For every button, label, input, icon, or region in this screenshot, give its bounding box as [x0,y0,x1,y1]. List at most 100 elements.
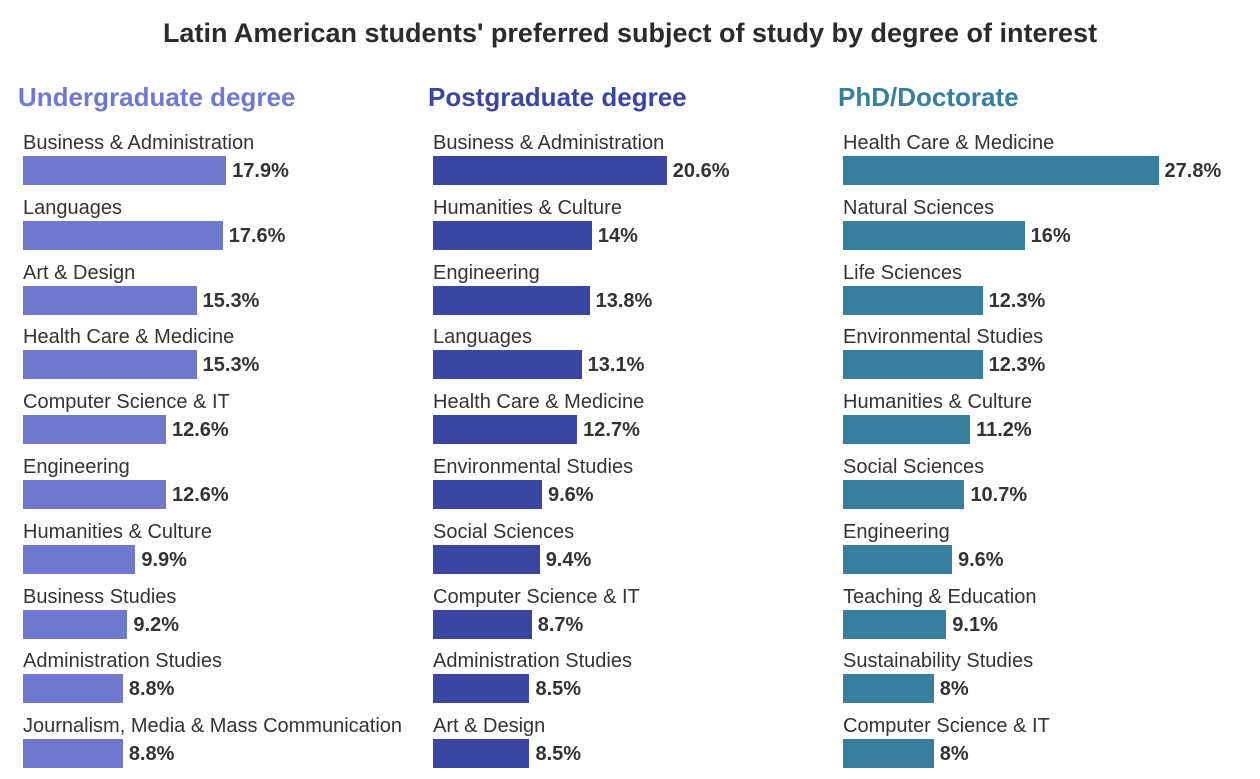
value-label: 9.6% [547,484,594,506]
value-label: 9.4% [545,548,592,571]
category-label: Computer Science & IT [23,391,230,414]
bar-row: Environmental Studies 12.3% [843,326,1248,390]
value-label: 13.8% [595,289,653,312]
bar-row: Humanities & Culture 9.9% [23,521,428,585]
bar-row: Health Care & Medicine 12.7% [433,391,838,455]
bar-row: Life Sciences 12.3% [843,262,1248,326]
category-label: Social Sciences [433,520,575,543]
value-label: 9.2% [133,613,179,636]
bar-row: Computer Science & IT 12.6% [23,391,428,455]
bar-row: Humanities & Culture 14% [433,197,838,261]
bar-row: Environmental Studies 9.6% [433,456,838,520]
bar [23,220,223,250]
bar [433,739,530,769]
category-label: Languages [433,326,532,349]
bar [433,674,530,704]
category-label: Environmental Studies [843,326,1044,349]
bar-row: Engineering 9.6% [843,521,1248,585]
bar [843,739,934,769]
category-label: Life Sciences [843,261,962,284]
bar-row: Humanities & Culture 11.2% [843,391,1248,455]
value-label: 20.6% [672,160,730,182]
bar-row: Natural Sciences 16% [843,197,1248,261]
value-label: 8% [939,743,969,766]
value-label: 11.2% [976,419,1032,442]
bar-row: Social Sciences 9.4% [433,521,838,585]
bar-row: Art & Design 15.3% [23,262,428,326]
bar [843,156,1159,185]
bar [23,739,123,769]
value-label: 13.1% [587,354,645,377]
category-label: Business Studies [23,585,177,608]
bar [433,156,667,185]
phd-panel: PhD/Doctorate Health Care & Medicine 27.8… [838,78,1248,778]
bar-row: Engineering 13.8% [433,262,838,326]
category-label: Natural Sciences [843,196,995,219]
bar-row: Journalism, Media & Mass Communication 8.… [23,715,428,779]
category-label: Humanities & Culture [843,391,1032,414]
bar-row: Sustainability Studies 8% [843,650,1248,714]
category-label: Health Care & Medicine [433,391,645,414]
bar [433,480,542,509]
category-label: Journalism, Media & Mass Communication [23,715,403,738]
value-label: 12.3% [988,289,1046,312]
category-label: Sustainability Studies [843,650,1034,673]
value-label: 8.7% [537,613,584,636]
category-label: Engineering [843,520,950,543]
bar-row: Teaching & Education 9.1% [843,586,1248,650]
bar [433,544,540,574]
category-label: Administration Studies [433,650,632,673]
bar-row: Engineering 12.6% [23,456,428,520]
value-label: 15.3% [202,354,260,377]
value-label: 15.3% [202,289,260,312]
category-label: Administration Studies [23,650,222,673]
value-label: 27.8% [1164,160,1222,182]
bar-row: Administration Studies 8.5% [433,650,838,714]
category-label: Health Care & Medicine [843,132,1055,154]
value-label: 8.5% [535,743,582,766]
value-label: 17.9% [232,160,289,182]
category-label: Art & Design [23,261,136,284]
bar-row: Business Studies 9.2% [23,586,428,650]
category-label: Languages [23,196,122,219]
bar [433,415,578,445]
category-label: Social Sciences [843,456,985,478]
bar [23,350,197,380]
category-label: Engineering [433,261,540,284]
value-label: 10.7% [970,484,1028,506]
category-label: Humanities & Culture [23,520,212,543]
bar [843,480,965,509]
category-label: Computer Science & IT [433,585,640,608]
bar [23,609,128,639]
panel-title-postgraduate: Postgraduate degree [428,82,687,112]
bar-row: Health Care & Medicine 15.3% [23,326,428,390]
undergraduate-panel: Undergraduate degree Business & Administ… [18,78,428,778]
category-label: Business & Administration [433,132,665,154]
bar [433,350,582,380]
value-label: 12.6% [172,484,229,506]
bar-row: Health Care & Medicine 27.8% [843,132,1248,196]
value-label: 9.1% [952,613,998,636]
value-label: 17.6% [228,224,286,247]
value-label: 16% [1030,224,1071,247]
value-label: 9.6% [957,548,1004,571]
bar-row: Computer Science & IT 8.7% [433,586,838,650]
bar [433,220,592,250]
value-label: 8.5% [535,678,582,701]
category-label: Computer Science & IT [843,715,1050,738]
value-label: 12.6% [172,419,229,442]
value-label: 12.3% [988,354,1046,377]
category-label: Humanities & Culture [433,196,622,219]
bar [843,415,971,445]
bar [23,674,123,704]
value-label: 12.7% [583,419,640,442]
bar-row: Languages 13.1% [433,326,838,390]
panel-title-phd: PhD/Doctorate [838,82,1019,112]
value-label: 14% [597,224,638,247]
bar-row: Social Sciences 10.7% [843,456,1248,520]
postgraduate-panel: Postgraduate degree Business & Administr… [428,78,838,778]
bar-row: Computer Science & IT 8% [843,715,1248,779]
bar [843,609,947,639]
value-label: 9.9% [141,548,187,571]
bar-row: Languages 17.6% [23,197,428,261]
